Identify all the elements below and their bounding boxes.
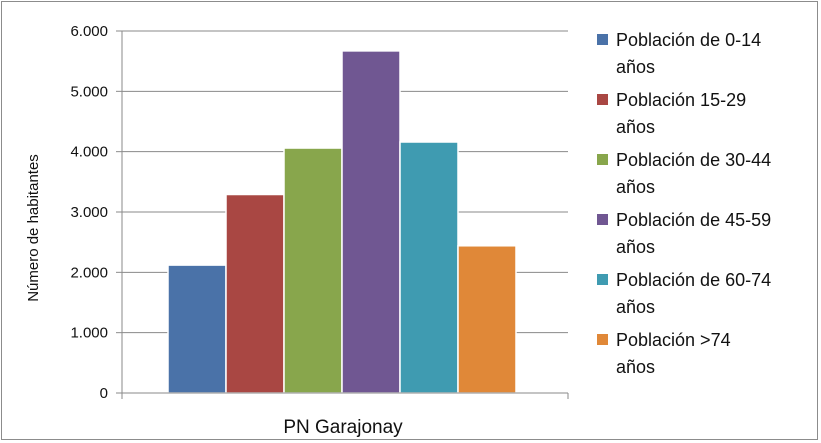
y-tick-label: 3.000 bbox=[70, 204, 108, 221]
legend-swatch bbox=[597, 334, 608, 345]
legend-label: Población de 0-14 años bbox=[616, 30, 761, 77]
legend-swatch bbox=[597, 154, 608, 165]
legend-swatch bbox=[597, 274, 608, 285]
legend-label: Población de 45-59 años bbox=[616, 210, 771, 257]
axes bbox=[116, 30, 569, 399]
y-tick-label: 5.000 bbox=[70, 83, 108, 100]
y-tick-label: 6.000 bbox=[70, 23, 108, 40]
bar bbox=[225, 193, 285, 394]
y-axis-title: Número de habitantes bbox=[25, 154, 42, 302]
x-category-label: PN Garajonay bbox=[283, 417, 403, 438]
legend: Población de 0-14 años Población 15-29 años… bbox=[597, 30, 771, 377]
y-tick-label: 0 bbox=[100, 385, 108, 402]
bar bbox=[283, 147, 343, 394]
legend-label: Población >74 años bbox=[616, 330, 731, 377]
y-tick-label: 4.000 bbox=[70, 144, 108, 161]
bar bbox=[399, 141, 459, 394]
bar bbox=[167, 264, 227, 394]
legend-swatch bbox=[597, 214, 608, 225]
legend-swatch bbox=[597, 34, 608, 45]
y-tick-label: 2.000 bbox=[70, 264, 108, 281]
legend-swatch bbox=[597, 94, 608, 105]
bar bbox=[457, 245, 517, 394]
legend-label: Población de 30-44 años bbox=[616, 150, 771, 197]
y-tick-label: 1.000 bbox=[70, 325, 108, 342]
bars bbox=[167, 50, 517, 394]
legend-label: Población 15-29 años bbox=[616, 90, 746, 137]
y-tick-labels: 0 1.000 2.000 3.000 4.000 5.000 6.000 bbox=[70, 23, 108, 402]
legend-label: Población de 60-74 años bbox=[616, 270, 771, 317]
bar bbox=[341, 50, 401, 394]
